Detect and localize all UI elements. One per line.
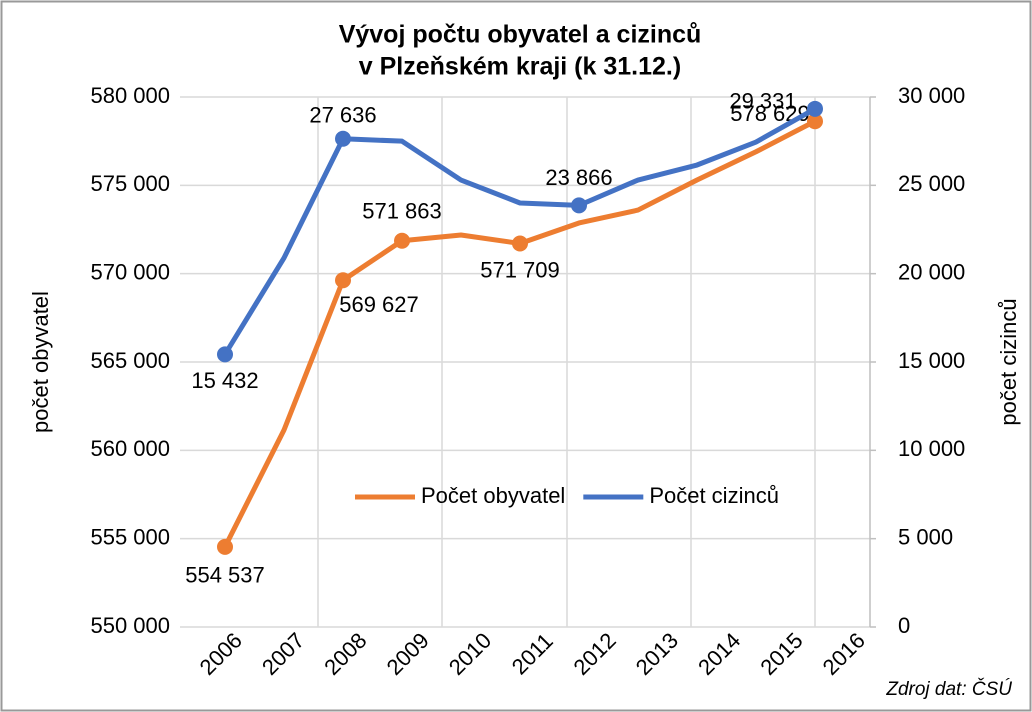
y-tick-label: 565 000: [90, 348, 170, 373]
y2-tick-label: 30 000: [898, 83, 965, 108]
y-tick-label: 550 000: [90, 613, 170, 638]
data-label: 27 636: [309, 103, 376, 128]
data-point: [335, 130, 351, 147]
y2-axis-label: počet cizinců: [996, 298, 1021, 425]
y-tick-label: 570 000: [90, 259, 170, 284]
chart-subtitle: v Plzeňském kraji (k 31.12.): [359, 53, 681, 81]
y-axis-label: počet obyvatel: [28, 291, 53, 433]
data-label: 554 537: [185, 563, 265, 588]
data-point: [571, 197, 587, 214]
data-point: [807, 100, 823, 117]
y-tick-label: 560 000: [90, 436, 170, 461]
y2-tick-label: 0: [898, 613, 910, 638]
y2-tick-label: 5 000: [898, 524, 953, 549]
data-label: 29 331: [729, 89, 796, 114]
data-point: [217, 538, 233, 555]
data-point: [394, 232, 410, 249]
legend-label: Počet cizinců: [649, 483, 779, 508]
chart-title: Vývoj počtu obyvatel a cizinců: [339, 21, 702, 49]
data-point: [335, 272, 351, 289]
y-tick-label: 555 000: [90, 524, 170, 549]
data-label: 571 709: [480, 257, 560, 282]
y2-tick-label: 10 000: [898, 436, 965, 461]
y2-tick-label: 20 000: [898, 259, 965, 284]
data-label: 571 863: [362, 199, 442, 224]
series-line: [222, 106, 817, 356]
data-label: 23 866: [545, 165, 612, 190]
y-tick-label: 580 000: [90, 83, 170, 108]
source-note: Zdroj dat: ČSÚ: [885, 678, 1012, 700]
data-point: [217, 346, 233, 363]
data-label: 569 627: [339, 292, 419, 317]
data-point: [807, 113, 823, 130]
data-point: [512, 235, 528, 252]
data-label: 15 432: [191, 368, 258, 393]
y2-tick-label: 15 000: [898, 348, 965, 373]
y-tick-label: 575 000: [90, 171, 170, 196]
legend-label: Počet obyvatel: [421, 483, 565, 508]
y2-tick-label: 25 000: [898, 171, 965, 196]
